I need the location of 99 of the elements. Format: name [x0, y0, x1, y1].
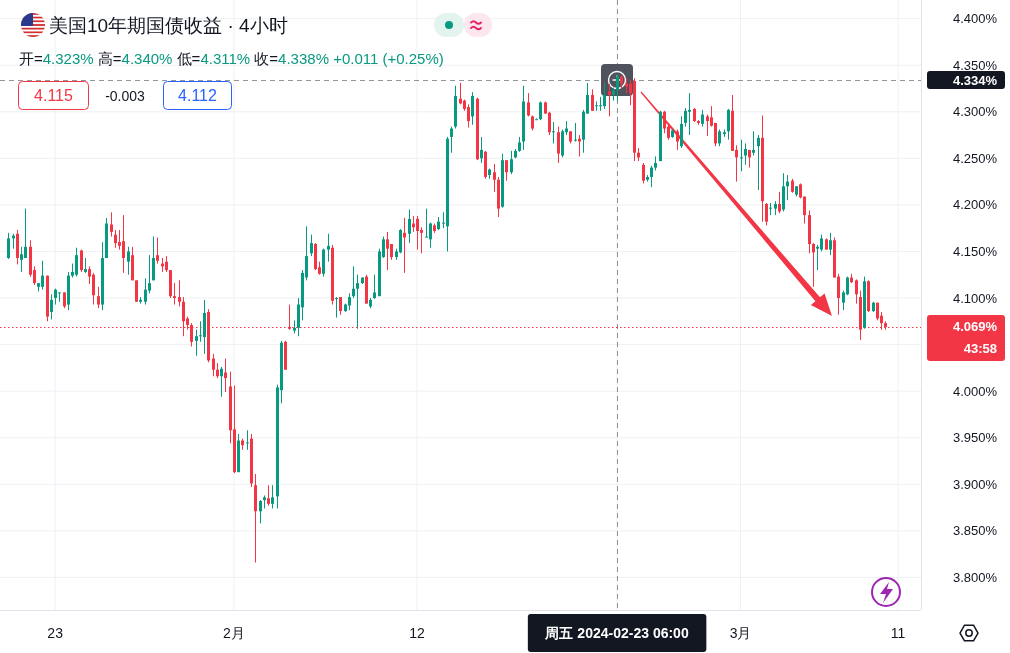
candlestick: [50, 293, 53, 320]
candlestick: [92, 272, 95, 306]
candlestick: [144, 277, 147, 306]
candlestick: [574, 122, 577, 143]
y-tick-label: 4.150%: [952, 243, 998, 259]
text: 美国10年期国债收益 · 4小时: [49, 14, 288, 36]
annotation: -0.003: [105, 87, 146, 104]
candlestick: [75, 247, 78, 278]
candlestick: [505, 159, 508, 182]
candlestick: [642, 162, 645, 184]
candlestick: [680, 115, 683, 149]
candlestick: [510, 150, 513, 175]
candlestick: [676, 128, 679, 151]
y-tick-label: 4.000%: [952, 383, 998, 399]
candlestick: [467, 103, 470, 129]
candlestick: [416, 215, 419, 251]
y-tick-label: 4.100%: [952, 290, 998, 306]
candlestick: [778, 191, 781, 214]
y-tick-label: 3.900%: [952, 476, 998, 492]
x-tick-label: 12: [409, 625, 426, 641]
candlestick: [599, 96, 602, 112]
candlestick: [578, 134, 581, 157]
candlestick: [480, 136, 483, 164]
y-tick-label: 3.950%: [952, 430, 998, 446]
candlestick: [24, 208, 27, 259]
candlestick: [425, 208, 428, 238]
x-tick-label: 11: [890, 625, 906, 641]
candlestick: [20, 246, 23, 273]
candlestick: [310, 234, 313, 257]
candlestick: [706, 114, 709, 137]
candlestick: [212, 353, 215, 377]
ref-line-label: 4.069% 43:58: [952, 319, 998, 357]
candlestick: [220, 366, 223, 398]
candlestick: [527, 92, 530, 117]
candlestick: [429, 222, 432, 249]
candlestick: [684, 107, 687, 128]
candlestick: [765, 202, 768, 226]
x-tick-label: 2月: [223, 625, 245, 641]
candlestick: [267, 484, 270, 507]
y-tick-label: 4.250%: [952, 150, 998, 166]
candlestick: [744, 142, 747, 166]
candlestick: [591, 88, 594, 112]
y-tick-label: 4.200%: [952, 197, 998, 213]
y-tick-label: 4.350%: [952, 57, 998, 73]
x-tick-label: 周五 2024-02-23 06:00: [544, 625, 689, 641]
candlestick: [782, 172, 785, 212]
candlestick: [122, 214, 125, 274]
y-tick-label: 3.850%: [952, 523, 998, 539]
x-tick-label: 3月: [729, 625, 752, 641]
candlestick: [178, 279, 181, 307]
candlestick: [608, 83, 611, 117]
candlestick: [58, 291, 61, 303]
candlestick: [727, 108, 730, 141]
candlestick: [688, 92, 691, 136]
candlestick: [97, 286, 100, 309]
candlestick: [769, 202, 772, 216]
candlestick: [373, 274, 376, 300]
candlestick: [408, 209, 411, 244]
candlestick: [246, 429, 249, 451]
ref-line-label: 4.334%: [952, 72, 998, 88]
x-tick-label: 23: [47, 625, 64, 641]
candlestick: [603, 82, 606, 110]
candlestick: [327, 233, 330, 263]
annotation: 4.112: [178, 87, 218, 104]
candlestick: [493, 163, 496, 193]
candlestick: [471, 91, 474, 126]
candlestick: [352, 265, 355, 299]
candlestick: [335, 296, 338, 319]
candlestick: [663, 110, 666, 134]
candlestick: [855, 278, 858, 305]
candlestick: [803, 196, 806, 225]
candlestick: [450, 126, 453, 154]
candlestick: [7, 232, 10, 260]
candlestick: [557, 126, 560, 164]
candlestick: [552, 121, 555, 144]
text: 开=4.323% 高=4.340% 低=4.311% 收=4.338% +0.011 (+0.25%): [19, 49, 444, 67]
y-tick-label: 3.800%: [952, 569, 998, 585]
candlestick: [829, 232, 832, 256]
y-tick-label: 4.300%: [952, 104, 998, 120]
candlestick: [399, 228, 402, 254]
candlestick: [812, 242, 815, 288]
candlestick: [152, 236, 155, 281]
candlestick: [386, 231, 389, 271]
candlestick: [259, 499, 262, 524]
candlestick: [110, 211, 113, 238]
candlestick: [173, 282, 176, 306]
candlestick: [195, 329, 198, 357]
candlestick: [271, 484, 274, 509]
candlestick: [752, 130, 755, 157]
candlestick: [650, 165, 653, 188]
candlestick: [757, 134, 760, 191]
annotation: 4.115: [34, 87, 74, 104]
candlestick: [156, 236, 159, 265]
candlestick: [356, 274, 359, 330]
candlestick: [127, 246, 130, 276]
y-tick-label: 4.400%: [952, 11, 998, 27]
candlestick: [740, 139, 743, 172]
candlestick: [80, 249, 83, 273]
candlestick: [41, 260, 44, 291]
